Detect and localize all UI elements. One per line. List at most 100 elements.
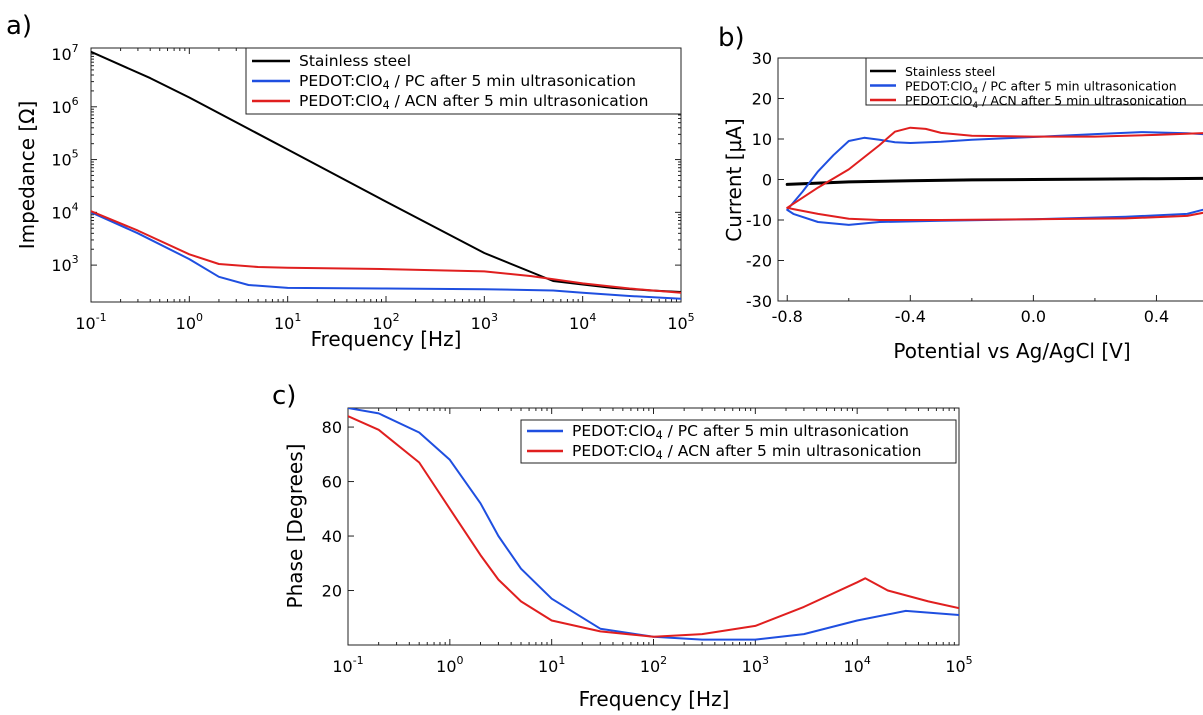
phase-xtick-label-base: 10	[640, 657, 660, 676]
impedance-xtick-label-base: 10	[471, 314, 491, 333]
phase-xtick-label-exp: 5	[966, 654, 973, 667]
impedance-xtick-label-base: 10	[274, 314, 294, 333]
cv-series-lines	[785, 126, 1203, 226]
cv-xtick-label: -0.4	[895, 307, 926, 326]
impedance-ytick-label-base: 10	[51, 98, 71, 117]
impedance-legend-label-2: PEDOT:ClO4 / ACN after 5 min ultrasonica…	[299, 92, 648, 112]
cv-ytick-label: -30	[746, 292, 772, 311]
phase-xtick-label-base: 10	[843, 657, 863, 676]
cv-legend-label-0: Stainless steel	[905, 64, 995, 79]
impedance-legend: Stainless steel PEDOT:ClO4 / PC after 5 m…	[245, 47, 682, 115]
cv-ytick-label: 0	[762, 171, 772, 190]
impedance-xtick-label: 10-1	[75, 311, 106, 333]
phase-ytick-label: 20	[322, 582, 342, 601]
panel-label-c: c)	[272, 381, 296, 411]
impedance-xtick-label-base: 10	[569, 314, 589, 333]
impedance-ytick-label-base: 10	[51, 256, 71, 275]
impedance-xtick-label-exp: 2	[393, 311, 400, 324]
impedance-ytick-label-exp: 7	[72, 42, 79, 55]
phase-y-axis-label: Phase [Degrees]	[283, 444, 307, 609]
panel-label-a: a)	[6, 11, 32, 41]
phase-xtick-label: 10-1	[332, 654, 363, 676]
impedance-ytick-label: 104	[51, 200, 78, 222]
phase-legend-label-0: PEDOT:ClO4 / PC after 5 min ultrasonicat…	[572, 422, 909, 442]
cv-legend-label-1: PEDOT:ClO4 / PC after 5 min ultrasonicat…	[905, 79, 1177, 97]
phase-xtick-label-exp: 0	[457, 654, 464, 667]
phase-xtick-label: 104	[843, 654, 870, 676]
phase-series-line-1	[348, 415, 959, 638]
impedance-ytick-label-exp: 6	[72, 95, 79, 108]
impedance-series-line-1	[91, 211, 681, 300]
cv-ytick-label: 10	[752, 130, 772, 149]
impedance-ytick-label-exp: 3	[72, 253, 79, 266]
cv-xtick-label: 0.0	[1021, 307, 1046, 326]
impedance-xtick-label: 102	[372, 311, 399, 333]
phase-xtick-label: 103	[742, 654, 769, 676]
phase-series-lines	[348, 408, 959, 641]
phase-xtick-label: 102	[640, 654, 667, 676]
phase-xtick-label: 101	[538, 654, 565, 676]
cv-series-line-2	[786, 126, 1203, 221]
impedance-xtick-label: 103	[471, 311, 498, 333]
phase-ytick-label: 40	[322, 527, 342, 546]
impedance-xtick-label: 101	[274, 311, 301, 333]
impedance-ytick-label: 106	[51, 95, 78, 117]
impedance-xtick-label-exp: 3	[491, 311, 498, 324]
phase-xtick-label-exp: -1	[353, 654, 364, 667]
cv-legend-box	[865, 57, 1203, 106]
impedance-legend-label-1: PEDOT:ClO4 / PC after 5 min ultrasonicat…	[299, 72, 636, 92]
cv-xtick-label: -0.8	[772, 307, 803, 326]
impedance-legend-label-0: Stainless steel	[299, 52, 411, 70]
impedance-series-line-2	[91, 210, 681, 294]
phase-xtick-label-base: 10	[538, 657, 558, 676]
impedance-ytick-label: 107	[51, 42, 78, 64]
phase-xtick-label-base: 10	[436, 657, 456, 676]
phase-xtick-label: 105	[945, 654, 972, 676]
panel-label-b: b)	[718, 23, 745, 53]
cv-series-line-1	[786, 131, 1203, 226]
cv-x-axis-label: Potential vs Ag/AgCl [V]	[893, 339, 1130, 363]
cv-ticks: -0.8 -0.4 0.0 0.4 30 20 10 0 -10 -20 -30	[746, 49, 1169, 326]
phase-xtick-label-base: 10	[742, 657, 762, 676]
phase-ytick-label: 80	[322, 418, 342, 437]
phase-xtick-label-base: 10	[945, 657, 965, 676]
impedance-y-axis-label: Impedance [Ω]	[15, 101, 39, 250]
impedance-xtick-label-base: 10	[372, 314, 392, 333]
impedance-xtick-label: 104	[569, 311, 596, 333]
cv-y-axis-label: Current [µA]	[722, 118, 746, 242]
phase-series-line-0	[348, 408, 959, 641]
cv-ytick-label: 30	[752, 49, 772, 68]
phase-xtick-label-base: 10	[332, 657, 352, 676]
impedance-xtick-label-base: 10	[667, 314, 687, 333]
impedance-xtick-label-exp: 4	[589, 311, 596, 324]
impedance-xtick-label-base: 10	[75, 314, 95, 333]
cv-ytick-label: -10	[746, 211, 772, 230]
impedance-xtick-label-exp: -1	[96, 311, 107, 324]
cv-legend-label-2: PEDOT:ClO4 / ACN after 5 min ultrasonica…	[905, 93, 1187, 111]
impedance-legend-box	[245, 47, 682, 115]
phase-legend-label-1: PEDOT:ClO4 / ACN after 5 min ultrasonica…	[572, 442, 921, 462]
impedance-ytick-label-exp: 4	[72, 200, 79, 213]
impedance-xtick-label: 100	[176, 311, 203, 333]
impedance-ytick-label-base: 10	[51, 151, 71, 170]
phase-xtick-label: 100	[436, 654, 463, 676]
phase-legend: PEDOT:ClO4 / PC after 5 min ultrasonicat…	[520, 419, 957, 464]
phase-legend-box	[520, 419, 957, 464]
cv-ytick-label: -20	[746, 252, 772, 271]
phase-xtick-label-exp: 2	[660, 654, 667, 667]
impedance-ytick-label-base: 10	[51, 203, 71, 222]
cv-xtick-label: 0.4	[1144, 307, 1169, 326]
cv-series-line-0	[785, 176, 1203, 186]
impedance-ytick-label: 105	[51, 148, 78, 170]
impedance-ytick-label-exp: 5	[72, 148, 79, 161]
phase-ytick-label: 60	[322, 473, 342, 492]
impedance-xtick-label-base: 10	[176, 314, 196, 333]
phase-xtick-label-exp: 3	[762, 654, 769, 667]
impedance-ytick-label: 103	[51, 253, 78, 275]
